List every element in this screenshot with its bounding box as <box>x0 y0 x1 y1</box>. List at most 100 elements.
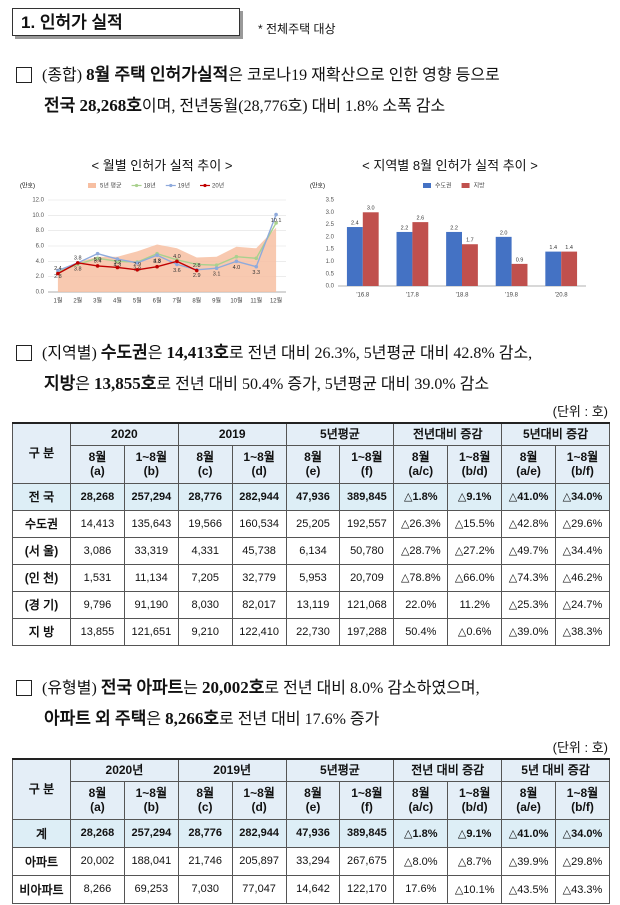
table-body: 계 28,268 257,294 28,776 282,944 47,936 389,845… <box>12 818 610 904</box>
cell: 82,017 <box>231 590 287 619</box>
header-cell: 1~8월 (b) <box>123 444 179 484</box>
legend-swatch <box>88 183 96 188</box>
x-tick-label: 2월 <box>73 297 82 305</box>
point <box>95 264 100 268</box>
bold-text: 전국 아파트 <box>100 678 184 697</box>
data-label: 3.1 <box>213 272 221 278</box>
header-row: 8월 (a) 1~8월 (b) 8월 (c) 1~8월 (d) 8월 (e) 1~8월 (f) 8월 (a… <box>13 444 610 484</box>
data-label: 4.0 <box>173 254 181 260</box>
cell: △8.7% <box>447 846 503 876</box>
table-row: 수도권 14,413 135,643 19,566 160,534 25,205 192,5… <box>12 509 610 538</box>
header-cell: 1~8월 (f) <box>339 780 395 820</box>
cell: 21,746 <box>177 846 233 876</box>
data-label: 1.4 <box>565 245 573 251</box>
data-label: 2.2 <box>401 225 409 231</box>
cell: 33,319 <box>123 536 179 565</box>
bar <box>462 244 478 286</box>
point <box>274 221 278 225</box>
x-tick-label: 1월 <box>53 297 62 305</box>
header-text: (b/d) <box>461 800 488 814</box>
header-cell: 1~8월 (b/f) <box>555 780 610 820</box>
header-text: 8월 <box>304 450 322 464</box>
cell: △0.6% <box>447 617 503 646</box>
cell: 50,780 <box>339 536 395 565</box>
header-row: 구 분 2020 2019 5년평균 전년대비 증감 5년대비 증감 <box>12 422 610 484</box>
legend-label: 지방 <box>474 182 486 190</box>
header-text: (c) <box>197 464 213 478</box>
cell: △42.8% <box>501 509 557 538</box>
cell: 121,651 <box>123 617 179 646</box>
text: 은 코로나19 재확산으로 인한 영향 등으로 <box>228 67 500 84</box>
cell: 28,776 <box>177 818 233 848</box>
table: 구 분 2020 2019 5년평균 전년대비 증감 5년대비 증감 8월 (a) 1~8월 (b… <box>12 422 610 646</box>
x-tick-label: 3월 <box>93 297 102 305</box>
cell: △24.7% <box>555 590 610 619</box>
header-cell: 구 분 <box>12 422 71 484</box>
header-cell: 1~8월 (b/d) <box>447 444 503 484</box>
header-text: (b/f) <box>571 800 594 814</box>
cell: △34.0% <box>555 482 610 511</box>
cell: 122,410 <box>231 617 287 646</box>
cell: 389,845 <box>339 818 395 848</box>
text: (유형별) <box>42 680 101 697</box>
bold-text: 20,002호 <box>202 678 265 697</box>
cell: 5,953 <box>285 563 341 592</box>
y-axis-label: (만호) <box>310 182 325 190</box>
header-cell: 1~8월 (f) <box>339 444 395 484</box>
text: 은 <box>75 376 95 393</box>
bold-text: 14,413호 <box>166 343 229 362</box>
cell: △66.0% <box>447 563 503 592</box>
cell: 20,002 <box>70 846 125 876</box>
header-cell: 8월 (e) <box>285 780 341 820</box>
cell: 28,776 <box>177 482 233 511</box>
header-cell: 구 분 <box>12 758 71 820</box>
cell: 7,030 <box>177 874 233 904</box>
bar <box>446 231 462 286</box>
cell: △74.3% <box>501 563 557 592</box>
y-tick-label: 1.0 <box>326 259 335 265</box>
header-text: 1~8월 <box>458 786 491 800</box>
table-row: 아파트 20,002 188,041 21,746 205,897 33,294 267,6… <box>12 846 610 876</box>
header-text: 8월 <box>88 450 107 464</box>
cell: △28.7% <box>393 536 449 565</box>
data-label: 2.4 <box>351 220 359 226</box>
bold-text: 8,266호 <box>165 709 219 728</box>
legend-swatch <box>461 183 470 188</box>
bar <box>495 236 512 286</box>
legend-label: 5년 평균 <box>100 182 122 190</box>
point <box>175 259 179 264</box>
cell: △10.1% <box>447 874 503 904</box>
header-text: 1~8월 <box>458 450 491 464</box>
legend-label: 수도권 <box>435 182 452 190</box>
y-tick-label: 12.0 <box>32 198 44 204</box>
header-text: 1~8월 <box>243 786 275 800</box>
data-label: 4.8 <box>153 259 161 265</box>
cell: △78.8% <box>393 563 449 592</box>
cell: △34.0% <box>555 818 610 848</box>
table-row: (서 울) 3,086 33,319 4,331 45,738 6,134 50,780 △2… <box>12 536 610 565</box>
cell: 14,413 <box>70 509 125 538</box>
data-label: 1.4 <box>549 245 557 251</box>
header-text: 8월 <box>411 786 430 800</box>
cell: △39.9% <box>501 846 557 876</box>
text: 은 <box>147 345 167 362</box>
paragraph: (종합) 8월 주택 인허가실적은 코로나19 재확산으로 인한 영향 등으로 전… <box>16 60 612 122</box>
header-text: (b) <box>143 464 159 478</box>
header-text: (f) <box>360 464 373 478</box>
data-label: 2.8 <box>193 263 201 269</box>
header-text: 1~8월 <box>566 450 599 464</box>
cell: 91,190 <box>123 590 179 619</box>
header-row: 구 분 2020년 2019년 5년평균 전년 대비 증감 5년 대비 증감 <box>12 758 610 820</box>
cell: 20,709 <box>339 563 395 592</box>
cell: △8.0% <box>393 846 449 876</box>
cell: 6,134 <box>285 536 341 565</box>
cell: 122,170 <box>339 874 395 904</box>
cell: △9.1% <box>447 482 503 511</box>
cell: △9.1% <box>447 818 503 848</box>
cell: 45,738 <box>231 536 287 565</box>
paragraph: (유형별) 전국 아파트는 20,002호로 전년 대비 8.0% 감소하였으며… <box>16 673 612 735</box>
header-text: (a/c) <box>408 800 434 814</box>
legend-swatch <box>423 183 431 188</box>
data-label: 3.3 <box>153 259 161 265</box>
